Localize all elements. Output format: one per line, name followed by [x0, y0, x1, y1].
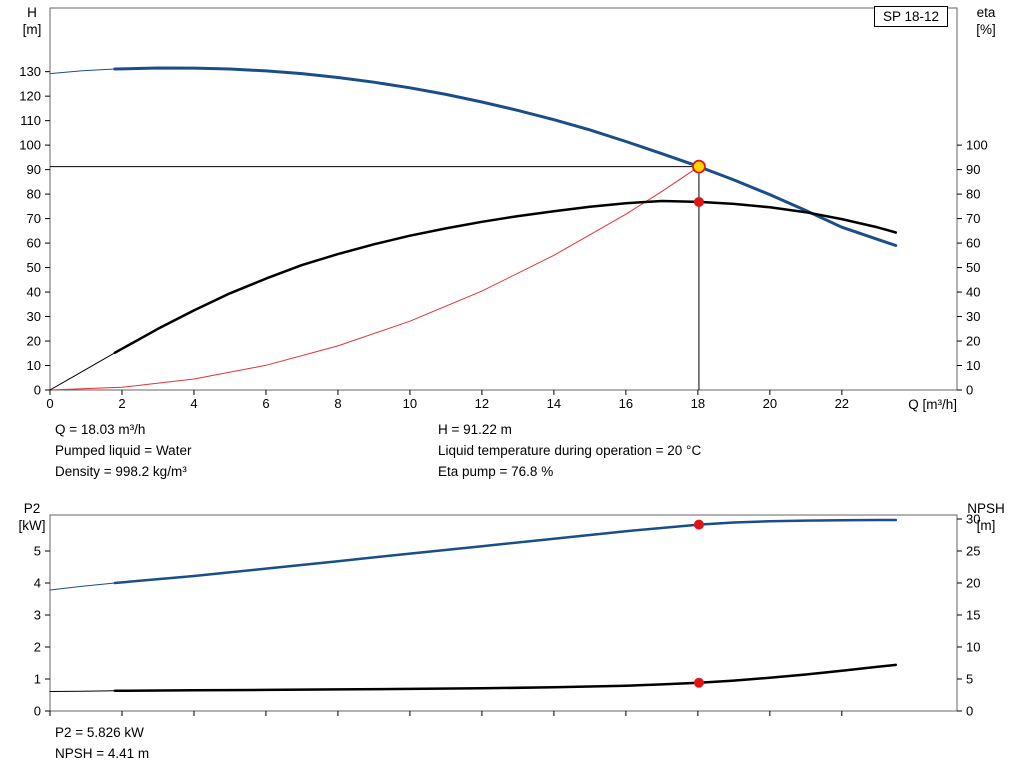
right-tick-label: 0 — [966, 704, 973, 719]
npsh-point-marker — [693, 677, 704, 688]
head-curve — [113, 66, 898, 247]
npsh-curve-leadin — [49, 690, 116, 692]
plot-frame — [49, 7, 958, 391]
system-curve — [49, 166, 700, 391]
npsh-axis-title: NPSH [m] — [960, 500, 1012, 534]
right-tick-label: 0 — [966, 383, 973, 398]
right-tick-label: 10 — [966, 358, 980, 373]
x-tick-label: 12 — [475, 396, 489, 411]
left-tick-label: 3 — [34, 608, 41, 623]
head-curve-leadin — [49, 68, 116, 75]
npsh-axis-title-line1: NPSH — [967, 501, 1005, 516]
info-temperature: Liquid temperature during operation = 20… — [438, 443, 702, 458]
left-tick-label: 10 — [27, 358, 41, 373]
left-tick-label: 130 — [19, 64, 41, 79]
x-tick-label: 18 — [691, 396, 705, 411]
left-tick-label: 100 — [19, 138, 41, 153]
left-tick-label: 2 — [34, 640, 41, 655]
left-tick-label: 0 — [34, 383, 41, 398]
eta-curve — [113, 199, 898, 355]
x-tick-label: 22 — [835, 396, 849, 411]
eta-axis-title-line2: [%] — [976, 22, 996, 37]
duty-info-right: H = 91.22 m Liquid temperature during op… — [438, 419, 701, 482]
head-axis-title-line2: [m] — [22, 22, 42, 37]
right-tick-label: 20 — [966, 334, 980, 349]
right-tick-label: 25 — [966, 544, 980, 559]
head-efficiency-chart: 0102030405060708090100110120130010203040… — [19, 7, 988, 411]
left-tick-label: 70 — [27, 211, 41, 226]
right-tick-label: 40 — [966, 285, 980, 300]
right-tick-label: 10 — [966, 640, 980, 655]
left-tick-label: 50 — [27, 260, 41, 275]
left-tick-label: 0 — [34, 704, 41, 719]
eta-curve-leadin — [49, 352, 116, 391]
left-tick-label: 120 — [19, 89, 41, 104]
head-axis-title: H [m] — [17, 4, 47, 38]
x-tick-label: 2 — [118, 396, 125, 411]
plot-frame — [49, 514, 958, 712]
right-tick-label: 60 — [966, 236, 980, 251]
right-tick-label: 100 — [966, 138, 988, 153]
x-tick-label: 16 — [619, 396, 633, 411]
npsh-axis-title-line2: [m] — [976, 518, 996, 533]
head-axis-title-line1: H — [27, 5, 37, 20]
left-tick-label: 4 — [34, 576, 41, 591]
left-tick-label: 5 — [34, 544, 41, 559]
p2-axis-title: P2 [kW] — [13, 500, 51, 534]
x-tick-label: 20 — [763, 396, 777, 411]
right-tick-label: 30 — [966, 512, 980, 527]
left-tick-label: 1 — [34, 672, 41, 687]
right-tick-label: 50 — [966, 260, 980, 275]
info-p2: P2 = 5.826 kW — [55, 725, 144, 740]
right-tick-label: 5 — [966, 672, 973, 687]
p2-curve — [113, 518, 898, 585]
left-tick-label: 80 — [27, 187, 41, 202]
right-tick-label: 30 — [966, 309, 980, 324]
x-tick-label: 4 — [190, 396, 197, 411]
pump-model-badge: SP 18-12 — [874, 6, 949, 27]
x-tick-label: 6 — [262, 396, 269, 411]
right-tick-label: 90 — [966, 162, 980, 177]
p2-axis-title-line1: P2 — [23, 501, 41, 516]
right-tick-label: 80 — [966, 187, 980, 202]
x-tick-label: 0 — [46, 396, 53, 411]
left-tick-label: 40 — [27, 285, 41, 300]
p2-axis-title-line2: [kW] — [18, 518, 46, 533]
info-q: Q = 18.03 m³/h — [55, 422, 146, 437]
x-tick-label: 10 — [403, 396, 417, 411]
info-pumped-liquid: Pumped liquid = Water — [55, 443, 192, 458]
duty-point-marker — [692, 159, 706, 174]
left-tick-label: 60 — [27, 236, 41, 251]
eta-axis-title: eta [%] — [966, 4, 1006, 38]
p2-point-marker — [693, 519, 704, 530]
npsh-curve — [113, 663, 898, 693]
power-npsh-chart: 0 1 2 3 4 5 0 5 10 15 20 25 30 — [34, 512, 981, 719]
x-tick-label: 14 — [547, 396, 561, 411]
x-tick-label: 8 — [334, 396, 341, 411]
left-tick-label: 90 — [27, 162, 41, 177]
eta-point-marker — [693, 196, 704, 207]
right-tick-label: 20 — [966, 576, 980, 591]
eta-axis-title-line1: eta — [976, 5, 996, 20]
p2-curve-leadin — [49, 582, 116, 591]
duty-info-left: Q = 18.03 m³/h Pumped liquid = Water Den… — [55, 419, 191, 482]
left-tick-label: 20 — [27, 334, 41, 349]
right-tick-label: 70 — [966, 211, 980, 226]
right-tick-label: 15 — [966, 608, 980, 623]
info-eta-pump: Eta pump = 76.8 % — [438, 464, 554, 479]
q-axis-label: Q [m³/h] — [908, 397, 957, 412]
info-npsh: NPSH = 4.41 m — [55, 746, 150, 761]
left-tick-label: 30 — [27, 309, 41, 324]
info-h: H = 91.22 m — [438, 422, 512, 437]
info-density: Density = 998.2 kg/m³ — [55, 464, 187, 479]
left-tick-label: 110 — [20, 113, 41, 128]
power-info: P2 = 5.826 kW NPSH = 4.41 m — [55, 722, 149, 764]
